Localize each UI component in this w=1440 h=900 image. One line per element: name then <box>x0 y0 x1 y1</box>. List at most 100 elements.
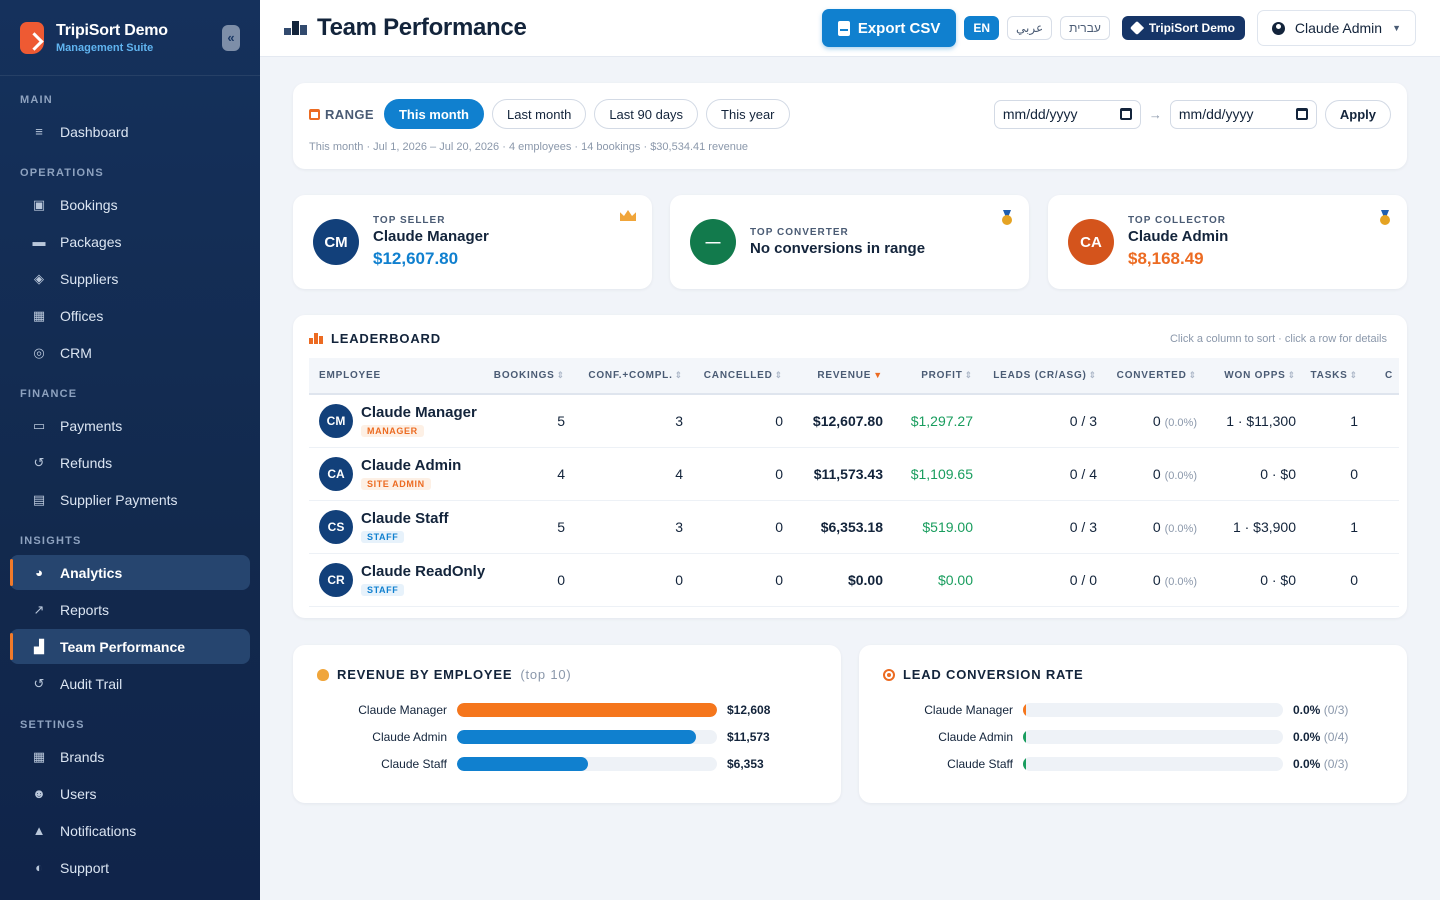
sidebar-item-packages[interactable]: ▬ Packages <box>10 224 250 259</box>
history-icon: ↺ <box>33 675 45 691</box>
apply-button[interactable]: Apply <box>1324 99 1391 129</box>
nav-section-title: INSIGHTS <box>20 535 82 547</box>
calendar-check-icon: ▣ <box>32 196 46 212</box>
podium-icon <box>309 333 323 344</box>
range-this-month-button[interactable]: This month <box>383 99 484 129</box>
avatar: — <box>690 219 736 265</box>
column-header-revenue[interactable]: REVENUE ▼ <box>789 358 889 395</box>
brand-subtitle: Management Suite <box>56 41 154 54</box>
column-header-won-opps[interactable]: WON OPPS ⇕ <box>1203 358 1302 395</box>
column-header-label: CONVERTED <box>1116 370 1187 381</box>
top-collector-card[interactable]: CA TOP COLLECTOR Claude Admin $8,168.49 <box>1048 195 1407 289</box>
bar-row: Claude Staff 0.0% (0/3) <box>883 750 1383 777</box>
range-last-month-button[interactable]: Last month <box>492 99 587 129</box>
leads-cell: 0 / 3 <box>979 394 1103 448</box>
avatar: CM <box>319 403 353 438</box>
sidebar-item-support[interactable]: ◐ Support <box>10 850 250 885</box>
column-header-cancelled[interactable]: CANCELLED ⇕ <box>689 358 789 395</box>
sidebar-item-label: Refunds <box>60 454 113 471</box>
bar-row: Claude Admin 0.0% (0/4) <box>883 723 1383 750</box>
avatar: CA <box>1068 219 1114 265</box>
lang-en-button[interactable]: EN <box>964 16 1000 40</box>
brand-switcher[interactable]: TripiSort Demo <box>1121 16 1245 40</box>
employee-cell: CS Claude Staff STAFF <box>309 500 485 554</box>
calendar-icon <box>1295 108 1308 120</box>
leads-cell: 0 / 3 <box>979 500 1103 554</box>
sidebar-item-audit-trail[interactable]: ↺ Audit Trail <box>10 666 250 701</box>
sort-icon: ⇕ <box>556 370 565 380</box>
column-header-tasks[interactable]: TASKS ⇕ <box>1302 358 1364 395</box>
sidebar-item-users[interactable]: ☻ Users <box>10 776 250 811</box>
column-header-employee[interactable]: EMPLOYEE <box>309 358 485 395</box>
column-header-profit[interactable]: PROFIT ⇕ <box>889 358 979 395</box>
sidebar-item-offices[interactable]: ▦ Offices <box>10 298 250 333</box>
profit-cell: $0.00 <box>889 553 979 607</box>
won-opps-cell: 0 · $0 <box>1203 447 1302 501</box>
converted-count: 0 <box>1152 465 1161 482</box>
lang-ar-button[interactable]: عربي <box>1007 16 1053 40</box>
table-row[interactable]: CA Claude Admin SITE ADMIN 4 4 0 $11,573… <box>309 447 1399 501</box>
top-seller-card[interactable]: CM TOP SELLER Claude Manager $12,607.80 <box>293 195 652 289</box>
podium-icon <box>284 21 307 35</box>
top-converter-card[interactable]: — TOP CONVERTER No conversions in range <box>670 195 1029 289</box>
bar-count-label: (0/4) <box>1323 729 1349 744</box>
end-date-input[interactable]: mm/dd/yyyy <box>1169 99 1317 129</box>
sidebar-item-supplier-payments[interactable]: ▤ Supplier Payments <box>10 482 250 517</box>
sidebar-item-bookings[interactable]: ▣ Bookings <box>10 187 250 222</box>
bar-value-label: $6,353 <box>727 756 764 771</box>
export-csv-button[interactable]: Export CSV <box>821 9 957 47</box>
confirmed-cell: 0 <box>571 553 689 607</box>
cancelled-cell: 0 <box>689 553 789 607</box>
tag-icon <box>1129 20 1144 36</box>
stat-label: TOP SELLER <box>373 215 446 226</box>
collapse-sidebar-button[interactable]: « <box>222 24 240 51</box>
table-row[interactable]: CS Claude Staff STAFF 5 3 0 $6,353.18 $5… <box>309 500 1399 554</box>
lang-he-button[interactable]: עברית <box>1060 16 1110 40</box>
column-header-label: REVENUE <box>817 370 872 381</box>
column-header-converted[interactable]: CONVERTED ⇕ <box>1103 358 1203 395</box>
calendar-icon <box>309 108 320 120</box>
sort-icon: ⇕ <box>1287 370 1296 380</box>
column-header-conf-compl[interactable]: CONF.+COMPL. ⇕ <box>571 358 689 395</box>
lead-conversion-card: LEAD CONVERSION RATE Claude Manager 0.0% … <box>859 645 1407 803</box>
table-row[interactable]: CM Claude Manager MANAGER 5 3 0 $12,607.… <box>309 394 1399 448</box>
stat-name: Claude Manager <box>373 228 489 245</box>
money-bill-icon: ▤ <box>32 491 46 507</box>
bar-fill <box>457 756 588 771</box>
sidebar-item-dashboard[interactable]: ≡ Dashboard <box>10 114 250 149</box>
leaderboard-table: EMPLOYEE BOOKINGS ⇕ CONF.+COMPL. ⇕ CANCELLED ⇕… <box>309 358 1399 607</box>
building-icon: ▦ <box>32 307 46 323</box>
range-this-year-button[interactable]: This year <box>706 99 790 129</box>
user-menu[interactable]: Claude Admin ▼ <box>1256 10 1416 46</box>
medal-icon <box>1379 210 1391 226</box>
tasks-cell: 1 <box>1302 500 1364 554</box>
overflow-cell <box>1364 553 1399 607</box>
sidebar-item-label: Support <box>60 859 110 876</box>
sidebar-item-payments[interactable]: ▭ Payments <box>10 408 250 443</box>
sidebar-item-suppliers[interactable]: ◈ Suppliers <box>10 261 250 296</box>
handshake-icon: ◈ <box>34 270 44 286</box>
leaderboard-hint: Click a column to sort · click a row for… <box>1169 332 1387 345</box>
start-date-input[interactable]: mm/dd/yyyy <box>993 99 1141 129</box>
confirmed-cell: 3 <box>571 394 689 448</box>
column-header-c[interactable]: C <box>1364 358 1399 395</box>
table-row[interactable]: CR Claude ReadOnly STAFF 0 0 0 $0.00 $0.… <box>309 553 1399 607</box>
sidebar-item-notifications[interactable]: ▲ Notifications <box>10 813 250 848</box>
sidebar-item-analytics[interactable]: ◕ Analytics <box>10 555 250 590</box>
sidebar-item-team-performance[interactable]: ▟ Team Performance <box>10 629 250 664</box>
column-header-label: PROFIT <box>921 370 963 381</box>
sidebar-item-reports[interactable]: ↗ Reports <box>10 592 250 627</box>
sidebar-item-crm[interactable]: ◎ CRM <box>10 335 250 370</box>
column-header-leads-cr-asg[interactable]: LEADS (CR/ASG) ⇕ <box>979 358 1103 395</box>
revenue-chart-title-text: REVENUE BY EMPLOYEE <box>337 667 513 682</box>
undo-icon: ↺ <box>33 454 45 470</box>
bookings-cell: 4 <box>485 447 571 501</box>
line-chart-icon: ↗ <box>33 601 45 617</box>
export-csv-label: Export CSV <box>857 19 941 37</box>
sidebar-item-brands[interactable]: ▦ Brands <box>10 739 250 774</box>
stat-name: Claude Admin <box>1128 228 1229 245</box>
sidebar-item-refunds[interactable]: ↺ Refunds <box>10 445 250 480</box>
brand-switcher-label: TripiSort Demo <box>1148 21 1235 35</box>
column-header-bookings[interactable]: BOOKINGS ⇕ <box>485 358 571 395</box>
range-last-90-days-button[interactable]: Last 90 days <box>594 99 699 129</box>
